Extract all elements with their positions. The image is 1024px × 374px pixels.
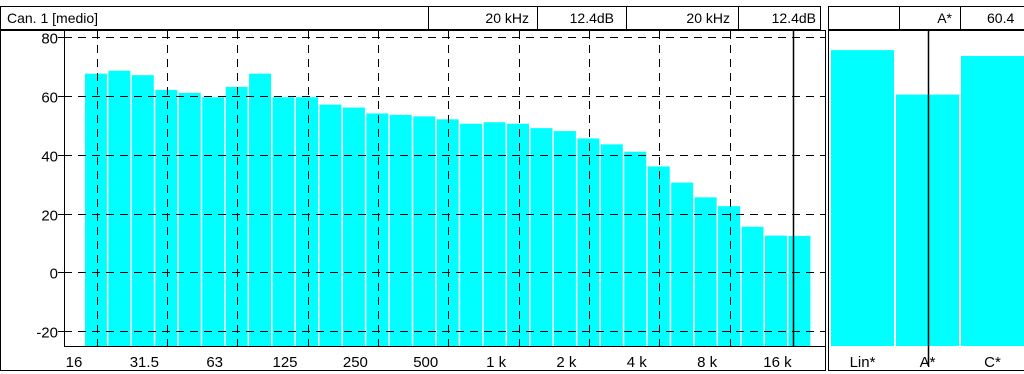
- spectrum-bar-10k: [718, 206, 740, 346]
- spectrum-bar-63: [202, 97, 224, 346]
- spectrum-bar-3_15k: [601, 144, 623, 346]
- spectrum-bar-31_5: [132, 75, 154, 346]
- level1-value: 12.4dB: [570, 10, 614, 26]
- summary-bar-c-weighted: [961, 56, 1024, 346]
- freq1-value: 20 kHz: [485, 10, 529, 26]
- spectrum-bar-16k: [765, 236, 787, 346]
- channel-label: Can. 1 [medio]: [7, 10, 98, 26]
- weight-label: A*: [937, 10, 952, 26]
- spectrum-bar-2k: [554, 131, 576, 346]
- weight-header-left: [828, 6, 900, 30]
- ytick-label-40: 40: [41, 149, 58, 166]
- ytick-label--20: -20: [36, 325, 58, 342]
- xtick-label-6: 1 k: [486, 354, 507, 371]
- spectrum-bar-200: [319, 105, 341, 346]
- spectrum-bar-4k: [624, 152, 646, 346]
- freq2-readout: 20 kHz: [626, 6, 739, 30]
- spectrum-bar-20k: [788, 236, 810, 346]
- xtick-label-2: 63: [206, 354, 223, 371]
- level1-readout: 12.4dB: [537, 6, 627, 30]
- xtick-label-4: 250: [343, 354, 368, 371]
- spectrum-bar-160: [296, 97, 318, 346]
- spectrum-bar-8k: [695, 197, 717, 346]
- spectrum-bar-25: [108, 71, 130, 346]
- spectrum-bar-500: [413, 116, 435, 346]
- ytick-label-60: 60: [41, 90, 58, 107]
- xtick-label-1: 31.5: [130, 354, 159, 371]
- xtick-label-0: 16: [66, 354, 83, 371]
- spectrum-bar-250: [343, 108, 365, 346]
- summary-label-c: C*: [984, 354, 1001, 371]
- freq2-value: 20 kHz: [686, 10, 730, 26]
- level2-readout: 12.4dB: [738, 6, 821, 30]
- spectrum-bar-20: [85, 74, 107, 346]
- spectrum-bar-80: [226, 87, 248, 346]
- summary-label-a: A*: [920, 354, 936, 371]
- xtick-label-8: 4 k: [627, 354, 648, 371]
- spectrum-bar-100: [249, 74, 271, 346]
- spectrum-bar-40: [155, 90, 177, 346]
- xtick-label-10: 16 k: [763, 354, 792, 371]
- spectrum-bar-50: [179, 93, 201, 346]
- spectrum-bar-12_5k: [742, 227, 764, 346]
- xtick-label-7: 2 k: [556, 354, 577, 371]
- summary-label-lin: Lin*: [850, 354, 876, 371]
- spectrum-bar-2_5k: [577, 138, 599, 346]
- summary-bar-a-weighted: [896, 95, 959, 346]
- spectrum-bar-6_3k: [671, 183, 693, 346]
- ytick-label-20: 20: [41, 208, 58, 225]
- weight-value-box: 60.4: [960, 6, 1024, 30]
- spectrum-bar-1_6k: [531, 128, 553, 346]
- spectrum-bar-630: [437, 119, 459, 346]
- ytick-label-0: 0: [50, 266, 58, 283]
- xtick-label-5: 500: [413, 354, 438, 371]
- ytick-label-80: 80: [41, 31, 58, 48]
- spectrum-bar-400: [390, 115, 412, 346]
- spectrum-bar-1_25k: [507, 124, 529, 346]
- xtick-label-3: 125: [273, 354, 298, 371]
- spectrum-bar-315: [366, 113, 388, 346]
- freq1-readout: 20 kHz: [428, 6, 538, 30]
- summary-bar-lin-weighted: [831, 50, 894, 346]
- channel-label-box: Can. 1 [medio]: [0, 6, 431, 30]
- spectrum-bar-800: [460, 124, 482, 346]
- level2-value: 12.4dB: [772, 10, 816, 26]
- xtick-label-9: 8 k: [697, 354, 718, 371]
- weight-value: 60.4: [987, 10, 1014, 26]
- weight-label-box: A*: [899, 6, 961, 30]
- spectrum-bar-125: [273, 97, 295, 346]
- spectrum-bar-5k: [648, 166, 670, 346]
